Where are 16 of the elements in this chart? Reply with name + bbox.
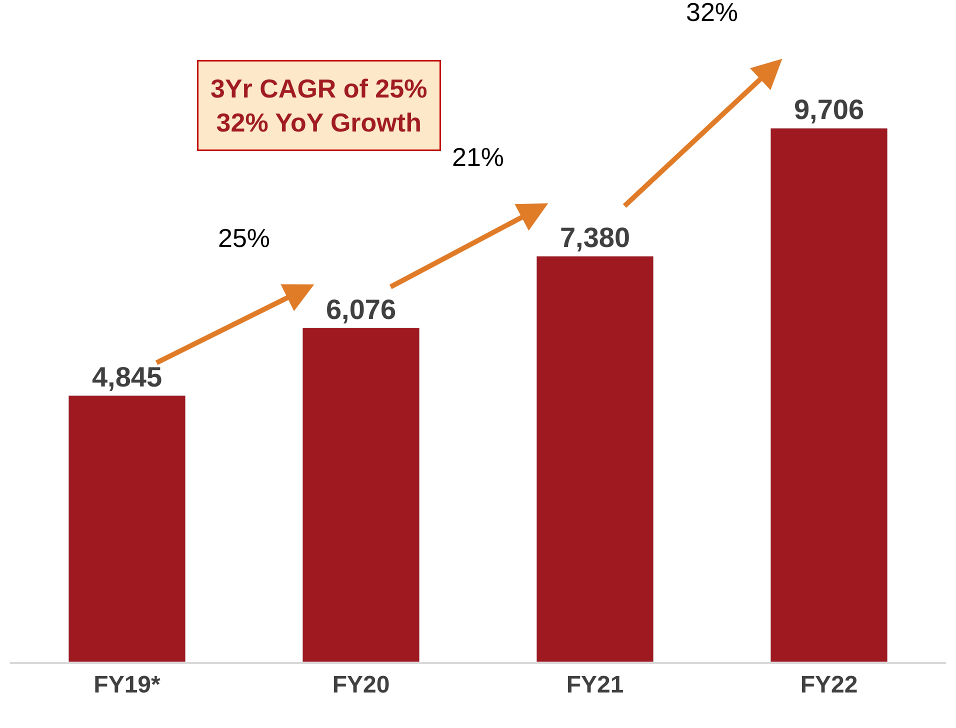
x-tick-label: FY21	[566, 672, 624, 699]
data-label: 6,076	[326, 294, 396, 325]
annotation: 21%	[452, 142, 504, 172]
text: 32%	[686, 0, 738, 27]
bar	[770, 128, 888, 662]
x-tick-label: FY19*	[94, 672, 162, 699]
bar	[302, 328, 420, 662]
annotation: 25%	[218, 223, 270, 253]
x-tick-label: FY20	[332, 672, 390, 699]
data-label: 9,706	[794, 94, 864, 126]
x-tick-label: FY22	[800, 672, 858, 699]
bar	[68, 395, 186, 662]
data-label: 7,380	[560, 222, 630, 254]
data-label: 4,845	[92, 362, 162, 392]
bar	[536, 256, 654, 662]
annotation: 3Yr CAGR of 25% 32% YoY Growth	[210, 74, 428, 138]
